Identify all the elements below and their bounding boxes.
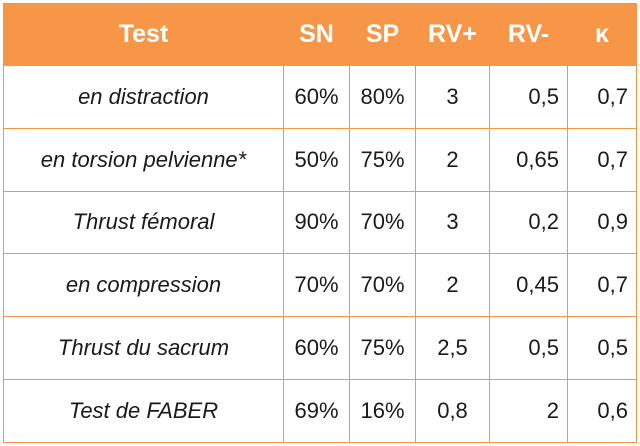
cell-sp: 70% bbox=[349, 190, 416, 255]
table-row: en distraction 60% 80% 3 0,5 0,7 bbox=[3, 65, 637, 129]
table-row: Thrust du sacrum 60% 75% 2,5 0,5 0,5 bbox=[3, 316, 637, 380]
table-row: en torsion pelvienne* 50% 75% 2 0,65 0,7 bbox=[3, 127, 637, 192]
cell-sn: 60% bbox=[283, 316, 350, 380]
header-kappa: κ bbox=[567, 3, 637, 66]
cell-sn: 60% bbox=[283, 65, 350, 129]
cell-rv-plus: 2 bbox=[415, 253, 490, 318]
header-row: Test SN SP RV+ RV- κ bbox=[3, 3, 637, 66]
cell-kappa: 0,9 bbox=[567, 190, 637, 255]
cell-sn: 69% bbox=[283, 378, 350, 443]
cell-rv-minus: 2 bbox=[489, 378, 568, 443]
cell-kappa: 0,5 bbox=[567, 316, 637, 380]
header-specificity: SP bbox=[349, 3, 416, 66]
header-test: Test bbox=[3, 3, 284, 66]
header-positive-likelihood-ratio: RV+ bbox=[415, 3, 490, 66]
table-header: Test SN SP RV+ RV- κ bbox=[3, 3, 637, 66]
diagnostic-tests-table: Test SN SP RV+ RV- κ en distraction 60% … bbox=[3, 3, 637, 443]
cell-kappa: 0,6 bbox=[567, 378, 637, 443]
cell-test-name: en compression bbox=[3, 253, 284, 318]
cell-sn: 50% bbox=[283, 127, 350, 192]
table-row: en compression 70% 70% 2 0,45 0,7 bbox=[3, 253, 637, 318]
cell-sn: 70% bbox=[283, 253, 350, 318]
cell-test-name: Test de FABER bbox=[3, 378, 284, 443]
cell-kappa: 0,7 bbox=[567, 65, 637, 129]
table-row: Test de FABER 69% 16% 0,8 2 0,6 bbox=[3, 378, 637, 443]
cell-rv-plus: 2 bbox=[415, 127, 490, 192]
cell-sn: 90% bbox=[283, 190, 350, 255]
cell-test-name: Thrust fémoral bbox=[3, 190, 284, 255]
cell-rv-minus: 0,2 bbox=[489, 190, 568, 255]
cell-test-name: en distraction bbox=[3, 65, 284, 129]
cell-rv-minus: 0,5 bbox=[489, 316, 568, 380]
cell-kappa: 0,7 bbox=[567, 127, 637, 192]
cell-rv-minus: 0,5 bbox=[489, 65, 568, 129]
cell-sp: 16% bbox=[349, 378, 416, 443]
cell-sp: 80% bbox=[349, 65, 416, 129]
cell-rv-plus: 3 bbox=[415, 190, 490, 255]
header-sensitivity: SN bbox=[283, 3, 350, 66]
table-body: en distraction 60% 80% 3 0,5 0,7 en tors… bbox=[3, 65, 637, 443]
cell-rv-plus: 0,8 bbox=[415, 378, 490, 443]
header-negative-likelihood-ratio: RV- bbox=[489, 3, 568, 66]
cell-rv-minus: 0,65 bbox=[489, 127, 568, 192]
cell-rv-plus: 3 bbox=[415, 65, 490, 129]
cell-test-name: en torsion pelvienne* bbox=[3, 127, 284, 192]
cell-sp: 75% bbox=[349, 127, 416, 192]
table-row: Thrust fémoral 90% 70% 3 0,2 0,9 bbox=[3, 190, 637, 255]
cell-rv-minus: 0,45 bbox=[489, 253, 568, 318]
cell-sp: 70% bbox=[349, 253, 416, 318]
cell-rv-plus: 2,5 bbox=[415, 316, 490, 380]
cell-test-name: Thrust du sacrum bbox=[3, 316, 284, 380]
cell-kappa: 0,7 bbox=[567, 253, 637, 318]
cell-sp: 75% bbox=[349, 316, 416, 380]
